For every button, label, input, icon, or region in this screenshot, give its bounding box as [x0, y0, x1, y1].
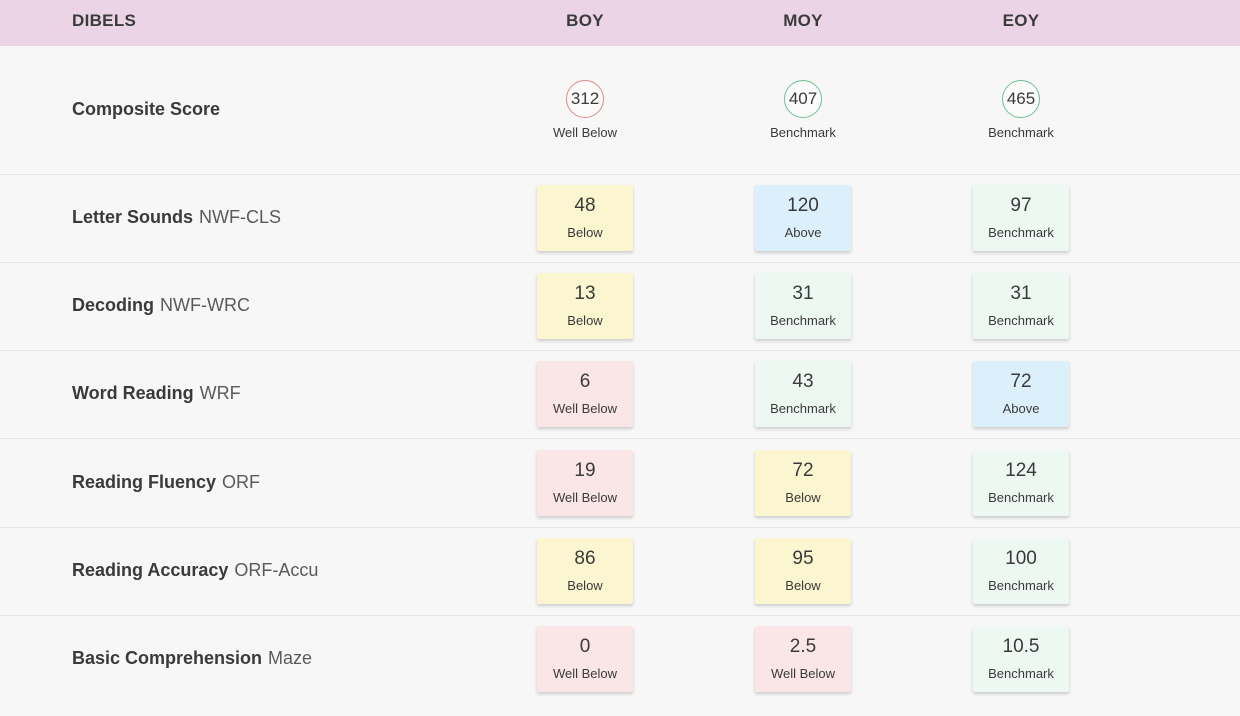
row-name: Word Reading	[72, 383, 194, 403]
tile-status: Below	[785, 490, 821, 505]
tile-value: 72	[792, 460, 814, 481]
tile-status: Above	[784, 225, 822, 240]
tile-value: 120	[787, 195, 819, 216]
tile-status: Below	[567, 578, 603, 593]
score-tile-boy: 48 Below	[537, 185, 633, 251]
score-tile-boy: 6 Well Below	[537, 361, 633, 427]
tile-status: Above	[1002, 401, 1040, 416]
row-label: Basic Comprehension Maze	[72, 648, 312, 669]
tile-value: 43	[792, 371, 814, 392]
score-status: Benchmark	[988, 125, 1054, 140]
tile-status: Benchmark	[988, 490, 1054, 505]
tile-value: 100	[1005, 548, 1037, 569]
header-dibels: DIBELS	[72, 11, 137, 30]
composite-row: Composite Score 312 Well Below 407 Bench…	[0, 46, 1240, 175]
tile-status: Well Below	[552, 490, 618, 505]
row-label: Letter Sounds NWF-CLS	[72, 207, 281, 228]
score-tile-eoy: 100 Benchmark	[973, 538, 1069, 604]
tile-value: 13	[574, 283, 596, 304]
score-tile-eoy: 97 Benchmark	[973, 185, 1069, 251]
score-tile-boy: 0 Well Below	[537, 626, 633, 692]
tile-status: Below	[567, 225, 603, 240]
row-code: Maze	[268, 648, 313, 668]
row-label: Reading Accuracy ORF-Accu	[72, 560, 318, 581]
score-circle: 465	[1002, 80, 1040, 118]
score-circle: 312	[566, 80, 604, 118]
table-row: Reading Accuracy ORF-Accu 86 Below 95 Below…	[0, 527, 1240, 616]
tile-value: 124	[1005, 460, 1037, 481]
tile-value: 10.5	[1002, 636, 1040, 657]
tile-status: Benchmark	[988, 666, 1054, 681]
table-row: Reading Fluency ORF 19 Well Below 72 Below …	[0, 439, 1240, 528]
row-name: Reading Fluency	[72, 472, 217, 492]
tile-value: 2.5	[789, 636, 817, 657]
tile-value: 6	[579, 371, 591, 392]
score-tile-moy: 43 Benchmark	[755, 361, 851, 427]
tile-value: 95	[792, 548, 814, 569]
score-tile-boy: 13 Below	[537, 273, 633, 339]
row-code: ORF	[222, 472, 261, 492]
table-header: DIBELS BOY MOY EOY	[0, 0, 1240, 46]
score-tile-eoy: 10.5 Benchmark	[973, 626, 1069, 692]
row-code: NWF-CLS	[199, 207, 282, 227]
score-tile-moy: 120 Above	[755, 185, 851, 251]
tile-value: 0	[579, 636, 591, 657]
tile-status: Benchmark	[988, 225, 1054, 240]
table-row: Decoding NWF-WRC 13 Below 31 Benchmark 31 Be…	[0, 262, 1240, 351]
score-circle: 407	[784, 80, 822, 118]
row-name: Decoding	[72, 295, 155, 315]
score-tile-eoy: 124 Benchmark	[973, 450, 1069, 516]
tile-status: Benchmark	[770, 401, 836, 416]
row-code: NWF-WRC	[160, 295, 250, 315]
tile-value: 31	[1010, 283, 1032, 304]
tile-status: Benchmark	[988, 578, 1054, 593]
tile-status: Well Below	[552, 666, 618, 681]
row-name: Basic Comprehension	[72, 648, 263, 668]
score-status: Benchmark	[770, 125, 836, 140]
row-label: Decoding NWF-WRC	[72, 295, 250, 316]
score-tile-moy: 31 Benchmark	[755, 273, 851, 339]
header-moy: MOY	[783, 11, 823, 30]
tile-value: 72	[1010, 371, 1032, 392]
tile-status: Well Below	[770, 666, 836, 681]
score-tile-eoy: 72 Above	[973, 361, 1069, 427]
tile-value: 19	[574, 460, 596, 481]
table-row: Letter Sounds NWF-CLS 48 Below 120 Above 97…	[0, 174, 1240, 263]
score-tile-boy: 86 Below	[537, 538, 633, 604]
row-label: Word Reading WRF	[72, 383, 241, 404]
tile-status: Benchmark	[770, 313, 836, 328]
composite-label: Composite Score	[72, 99, 220, 120]
row-name: Reading Accuracy	[72, 560, 229, 580]
score-tile-moy: 72 Below	[755, 450, 851, 516]
score-tile-eoy: 31 Benchmark	[973, 273, 1069, 339]
tile-value: 31	[792, 283, 814, 304]
table-row: Word Reading WRF 6 Well Below 43 Benchmark …	[0, 350, 1240, 439]
header-eoy: EOY	[1002, 11, 1040, 30]
row-label: Reading Fluency ORF	[72, 472, 260, 493]
header-boy: BOY	[566, 11, 604, 30]
row-name: Letter Sounds	[72, 207, 194, 227]
tile-status: Below	[567, 313, 603, 328]
tile-value: 97	[1010, 195, 1032, 216]
row-code: ORF-Accu	[234, 560, 319, 580]
score-status: Well Below	[552, 125, 618, 140]
tile-status: Below	[785, 578, 821, 593]
score-tile-moy: 95 Below	[755, 538, 851, 604]
tile-value: 48	[574, 195, 596, 216]
composite-cell-moy: 407 Benchmark	[733, 80, 873, 140]
composite-cell-boy: 312 Well Below	[515, 80, 655, 140]
tile-status: Well Below	[552, 401, 618, 416]
table-row: Basic Comprehension Maze 0 Well Below 2.5 W…	[0, 615, 1240, 703]
row-name: Composite Score	[72, 99, 221, 119]
composite-cell-eoy: 465 Benchmark	[951, 80, 1091, 140]
row-code: WRF	[199, 383, 241, 403]
tile-value: 86	[574, 548, 596, 569]
score-tile-moy: 2.5 Well Below	[755, 626, 851, 692]
score-tile-boy: 19 Well Below	[537, 450, 633, 516]
tile-status: Benchmark	[988, 313, 1054, 328]
